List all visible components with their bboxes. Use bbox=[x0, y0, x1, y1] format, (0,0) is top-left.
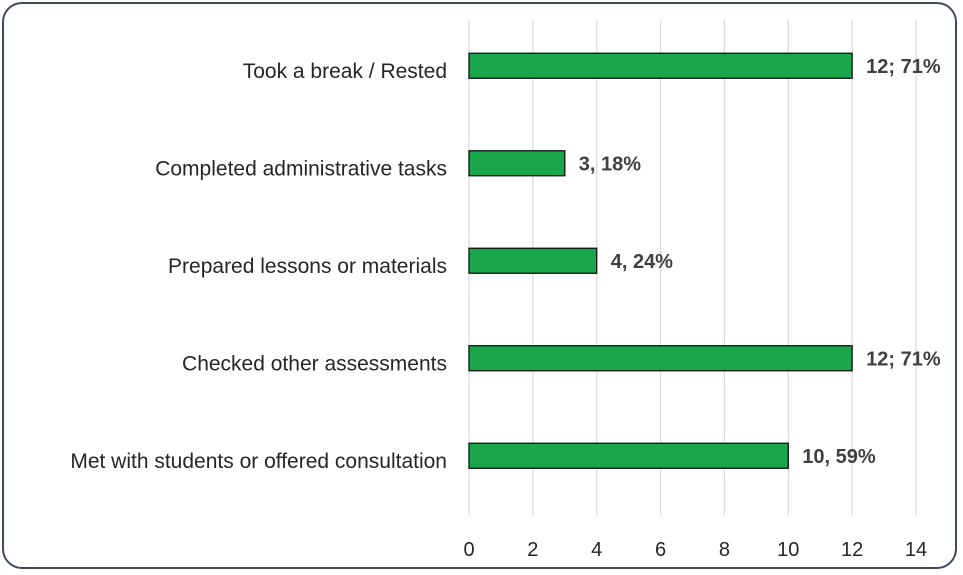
category-label: Took a break / Rested bbox=[243, 60, 447, 83]
data-label: 10, 59% bbox=[802, 446, 876, 468]
category-labels: Took a break / Rested Completed administr… bbox=[70, 60, 447, 473]
x-tick-labels: 0 2 4 6 8 10 12 14 bbox=[463, 539, 927, 561]
bar bbox=[468, 345, 853, 372]
data-label: 12; 71% bbox=[866, 348, 941, 370]
data-labels: 12; 71% 3, 18% 4, 24% 12; 71% 10, 59% bbox=[579, 56, 941, 468]
category-label: Completed administrative tasks bbox=[155, 157, 447, 180]
x-tick-label: 12 bbox=[841, 539, 863, 561]
x-tick-label: 2 bbox=[527, 539, 538, 561]
gridlines bbox=[468, 20, 917, 515]
x-tick-label: 10 bbox=[777, 539, 799, 561]
category-label: Prepared lessons or materials bbox=[168, 255, 447, 278]
chart-frame bbox=[2, 2, 957, 569]
x-tick-label: 6 bbox=[655, 539, 666, 561]
x-tick-label: 0 bbox=[463, 539, 474, 561]
x-tick-label: 4 bbox=[591, 539, 602, 561]
bars-group bbox=[468, 52, 853, 469]
bar bbox=[468, 150, 566, 177]
bar bbox=[468, 247, 598, 274]
data-label: 4, 24% bbox=[611, 251, 673, 273]
data-label: 3, 18% bbox=[579, 153, 641, 175]
bar bbox=[468, 442, 789, 469]
x-tick-label: 8 bbox=[719, 539, 730, 561]
data-label: 12; 71% bbox=[866, 56, 941, 78]
category-label: Checked other assessments bbox=[182, 352, 447, 375]
x-tick-label: 14 bbox=[905, 539, 927, 561]
category-label: Met with students or offered consultatio… bbox=[70, 450, 447, 473]
bar bbox=[468, 52, 853, 79]
